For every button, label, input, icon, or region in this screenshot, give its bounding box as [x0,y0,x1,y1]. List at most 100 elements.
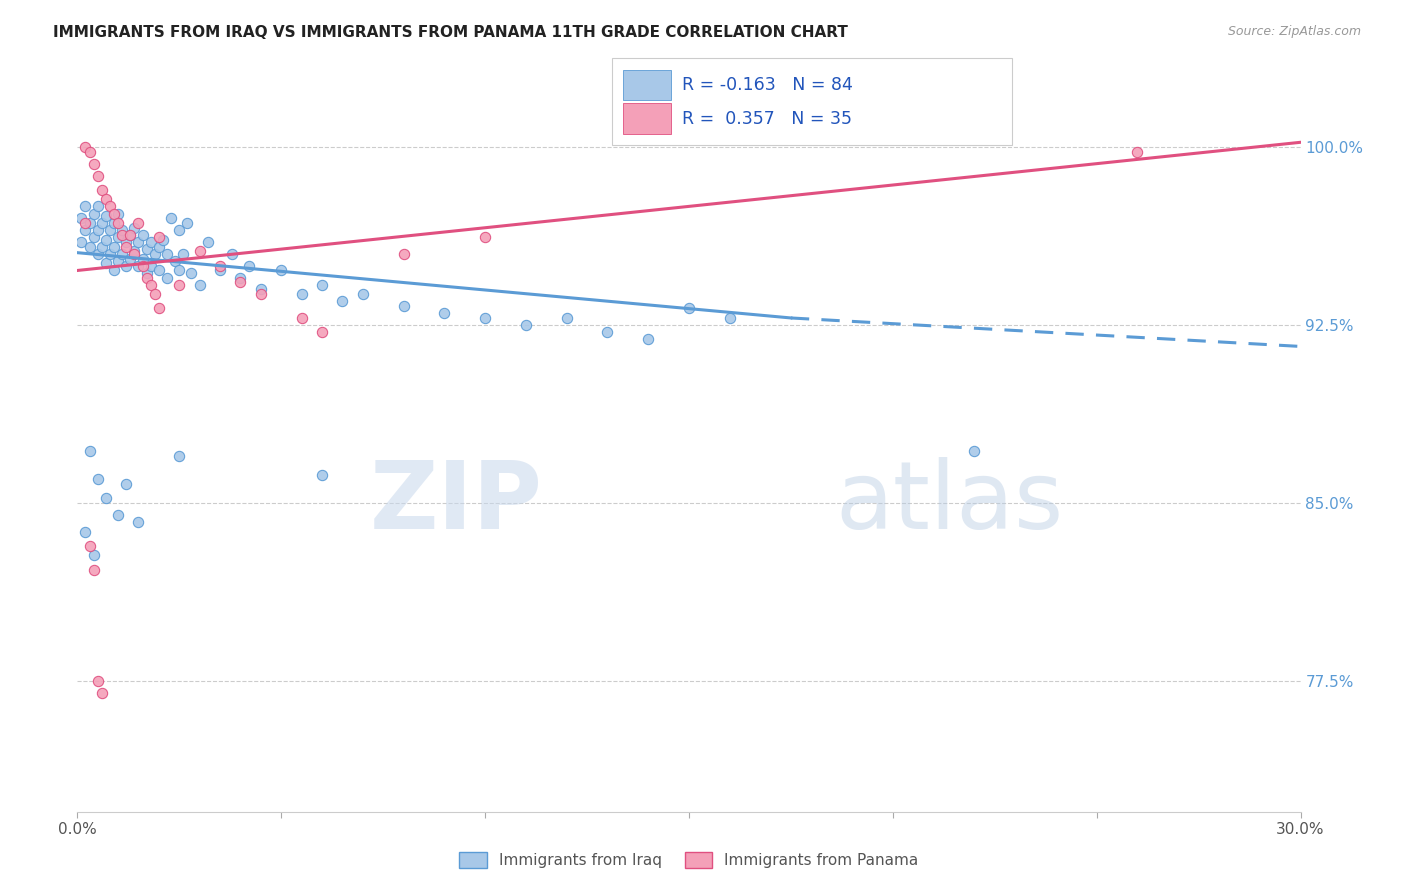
Point [188,277,211,292]
Point [169,223,191,237]
Legend: Immigrants from Iraq, Immigrants from Panama: Immigrants from Iraq, Immigrants from Pa… [453,846,925,874]
Point [139,259,162,273]
Point [188,244,211,259]
Point [392,299,415,313]
Point [148,301,170,316]
Point [98,247,121,261]
Point [135,266,157,280]
Point [131,227,153,242]
Point [1126,145,1149,159]
Point [111,227,134,242]
Point [250,283,273,297]
Point [197,235,219,249]
Point [70,211,93,226]
Point [75,140,97,154]
Point [87,472,110,486]
Point [83,549,105,563]
Point [718,310,741,325]
Point [127,235,149,249]
Point [290,287,312,301]
Point [98,223,121,237]
Point [169,263,191,277]
Point [79,216,101,230]
Point [311,325,333,339]
Point [555,310,578,325]
Text: R =  0.357   N = 35: R = 0.357 N = 35 [682,110,852,128]
Point [131,252,153,266]
Point [115,259,138,273]
Point [156,247,179,261]
Point [79,145,101,159]
Point [115,235,138,249]
Point [637,332,659,346]
Point [139,277,162,292]
Point [75,216,97,230]
Point [111,223,134,237]
Point [98,199,121,213]
Point [79,539,101,553]
Point [70,235,93,249]
Point [87,169,110,183]
Point [124,247,146,261]
Point [311,467,333,482]
Text: ZIP: ZIP [370,457,543,549]
Point [107,216,129,230]
Point [87,199,110,213]
Point [963,443,986,458]
Point [332,294,354,309]
Point [107,508,129,522]
Point [474,230,496,244]
Point [120,227,142,242]
Point [75,223,97,237]
Point [392,247,415,261]
Point [90,216,112,230]
Point [156,270,179,285]
Point [515,318,537,332]
Point [120,227,142,242]
Point [115,240,138,254]
Point [103,216,125,230]
Point [79,240,101,254]
Point [83,563,105,577]
Point [290,310,312,325]
Point [474,310,496,325]
Point [103,240,125,254]
Point [270,263,292,277]
Point [139,235,162,249]
Point [87,247,110,261]
Point [250,287,273,301]
Point [208,263,231,277]
Point [148,230,170,244]
Point [127,216,149,230]
Point [127,259,149,273]
Point [352,287,374,301]
Text: R = -0.163   N = 84: R = -0.163 N = 84 [682,76,853,94]
Point [75,199,97,213]
Point [83,230,105,244]
Text: IMMIGRANTS FROM IRAQ VS IMMIGRANTS FROM PANAMA 11TH GRADE CORRELATION CHART: IMMIGRANTS FROM IRAQ VS IMMIGRANTS FROM … [53,25,848,40]
Point [111,247,134,261]
Point [143,287,166,301]
Point [238,259,260,273]
Point [229,276,252,290]
Point [172,247,194,261]
Point [131,259,153,273]
Point [176,216,198,230]
Point [678,301,700,316]
Point [311,277,333,292]
Text: atlas: atlas [835,457,1064,549]
Point [83,206,105,220]
Point [208,259,231,273]
Point [148,240,170,254]
Point [90,240,112,254]
Point [169,277,191,292]
Point [124,244,146,259]
Point [107,254,129,268]
Point [169,449,191,463]
Point [148,263,170,277]
Point [127,515,149,529]
Point [221,247,243,261]
Point [120,252,142,266]
Point [90,183,112,197]
Point [94,491,117,506]
